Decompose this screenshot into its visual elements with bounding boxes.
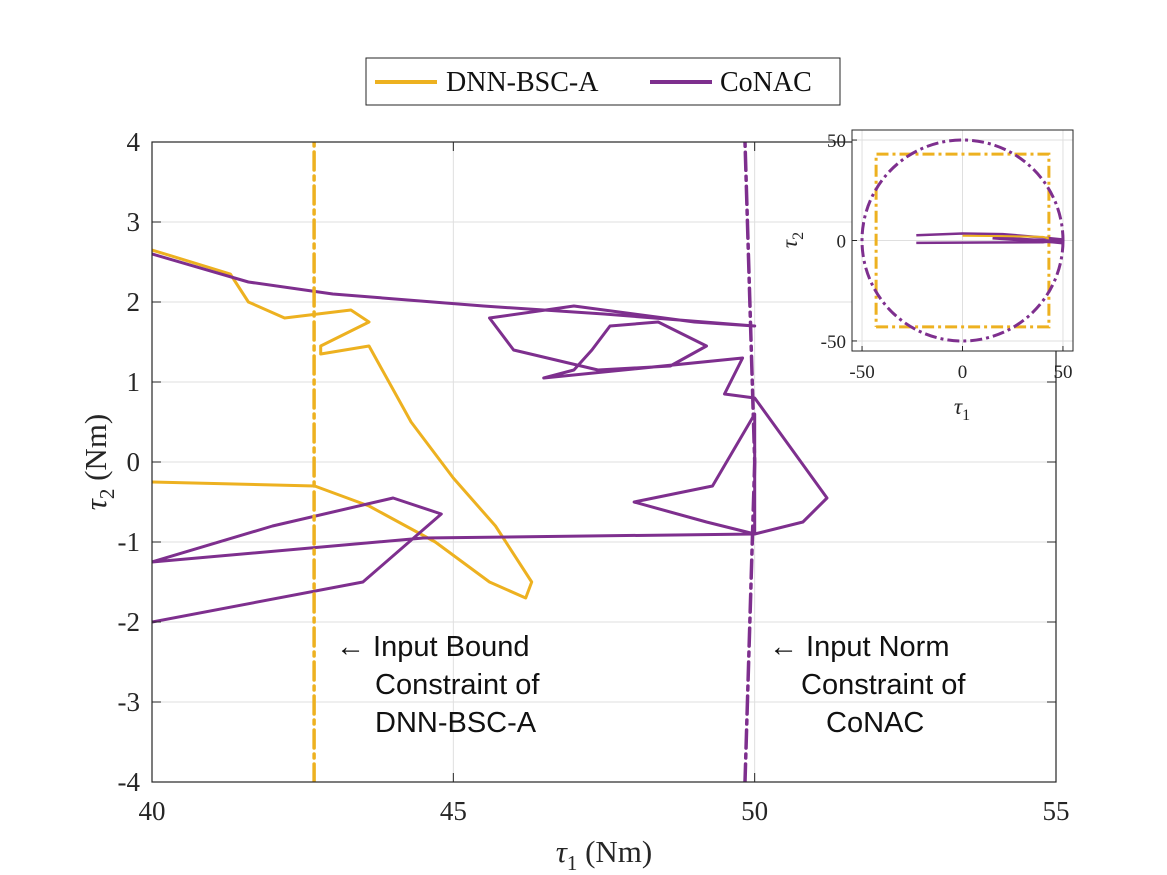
inset-series: [860, 138, 1065, 343]
annotation-norm-line3: CoNAC: [826, 707, 924, 739]
inset-y-axis-title: τ2: [777, 232, 807, 248]
inset-y-axis-title-subscript: 2: [790, 232, 807, 240]
main-y-tick-label: 3: [127, 207, 141, 237]
inset-series-conac: [916, 232, 1064, 245]
inset-y-tick-label: 0: [837, 232, 847, 253]
legend-label-conac: CoNAC: [720, 67, 812, 98]
annotation-norm-line1: ← Input Norm: [769, 631, 950, 663]
main-y-tick-label: -1: [118, 527, 141, 557]
y-axis-title-symbol: τ: [78, 497, 113, 510]
main-y-tick-label: 0: [127, 447, 141, 477]
main-y-tick-label: -4: [118, 767, 141, 797]
main-y-tick-label: 1: [127, 367, 141, 397]
main-ticks: 40 45 50 55 4 3 2 1 0 -1 -2 -3 -4: [118, 127, 1070, 826]
x-axis-title-subscript: 1: [567, 851, 578, 875]
inset-series-dnn-bsc-a: [962, 234, 1050, 240]
y-axis-title-unit: (Nm): [78, 414, 113, 489]
inset-y-tick-label: -50: [821, 332, 846, 353]
annotation-input-bound: ← Input Bound Constraint of DNN-BSC-A: [336, 631, 540, 739]
legend: DNN-BSC-A CoNAC: [365, 57, 841, 106]
x-axis-title-symbol: τ: [556, 834, 569, 869]
inset-x-axis-title: τ1: [954, 394, 970, 424]
main-y-tick-label: -3: [118, 687, 141, 717]
main-y-tick-label: -2: [118, 607, 141, 637]
annotation-norm-line2: Constraint of: [801, 669, 966, 701]
inset-bound-box: [874, 152, 1051, 329]
main-y-tick-label: 2: [127, 287, 141, 317]
main-x-tick-label: 50: [741, 796, 768, 826]
main-series: [152, 142, 829, 782]
inset-x-tick-label: 0: [958, 362, 968, 383]
inset-ticks: -50 0 50 50 0 -50: [821, 131, 1073, 383]
main-x-tick-label: 40: [139, 796, 166, 826]
legend-box: [365, 57, 841, 106]
constraint-curve-conac: [743, 142, 757, 782]
x-axis-title: τ1 (Nm): [556, 834, 653, 875]
inset-x-axis-title-subscript: 1: [962, 407, 970, 424]
main-x-tick-label: 55: [1043, 796, 1070, 826]
inset-x-tick-label: -50: [849, 362, 874, 383]
y-axis-title: τ2 (Nm): [78, 414, 119, 511]
main-x-tick-label: 45: [440, 796, 467, 826]
y-axis-title-subscript: 2: [95, 489, 119, 500]
inset-y-tick-label: 50: [827, 131, 846, 152]
annotation-bound-line1: ← Input Bound: [336, 631, 529, 663]
annotation-bound-line3: DNN-BSC-A: [375, 707, 537, 739]
series-conac: [152, 252, 829, 624]
inset-series-conac-tail: [992, 235, 1064, 245]
inset-x-axis-title-symbol: τ: [954, 394, 963, 419]
inset-y-axis-title-symbol: τ: [777, 239, 802, 248]
main-y-tick-label: 4: [127, 127, 141, 157]
inset-x-tick-label: 50: [1053, 362, 1072, 383]
legend-label-dnn: DNN-BSC-A: [446, 67, 599, 98]
annotation-input-norm: ← Input Norm Constraint of CoNAC: [769, 631, 966, 739]
x-axis-title-unit: (Nm): [577, 834, 652, 869]
annotation-bound-line2: Constraint of: [375, 669, 540, 701]
series-dnn-bsc-a: [152, 248, 534, 600]
